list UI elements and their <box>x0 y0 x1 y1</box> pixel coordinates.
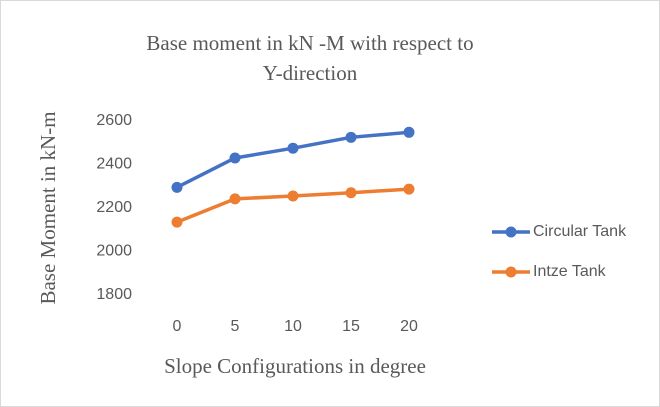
data-point <box>287 142 299 154</box>
legend-marker <box>505 266 517 278</box>
x-tick-label: 20 <box>400 318 418 335</box>
data-point <box>287 190 299 202</box>
legend-marker <box>505 226 517 238</box>
legend-label: Intze Tank <box>533 263 607 280</box>
x-tick-label: 10 <box>284 318 302 335</box>
y-tick-label: 2000 <box>96 243 132 260</box>
data-point <box>403 183 415 195</box>
y-tick-label: 2400 <box>96 156 132 173</box>
y-tick-label: 1800 <box>96 286 132 303</box>
data-point <box>229 193 241 205</box>
data-point <box>229 152 241 164</box>
y-tick-label: 2200 <box>96 199 132 216</box>
chart-title: Base moment in kN -M with respect to Y-d… <box>146 31 474 85</box>
y-tick-label: 2600 <box>96 112 132 129</box>
data-point <box>171 181 183 193</box>
x-axis-title: Slope Configurations in degree <box>164 354 426 378</box>
legend-label: Circular Tank <box>533 223 627 240</box>
x-tick-label: 5 <box>231 318 240 335</box>
data-point <box>345 187 357 199</box>
x-tick-label: 0 <box>173 318 182 335</box>
x-tick-label: 15 <box>342 318 360 335</box>
data-point <box>345 131 357 143</box>
data-point <box>171 216 183 228</box>
y-axis-title: Base Moment in kN-m <box>36 111 60 304</box>
data-point <box>403 126 415 138</box>
